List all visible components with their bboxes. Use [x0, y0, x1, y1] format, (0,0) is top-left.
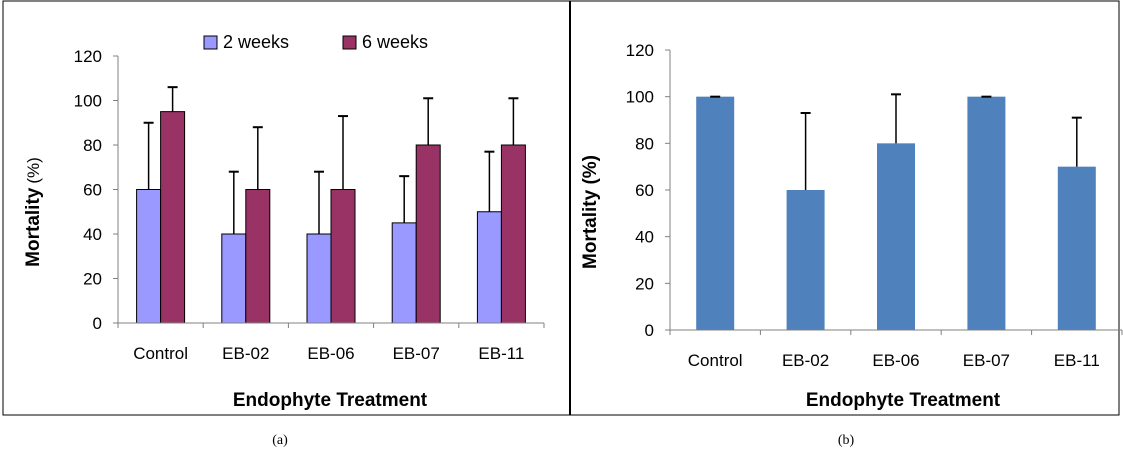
y-tick-label: 20	[635, 274, 654, 293]
bar-control	[696, 96, 735, 331]
bar-eb-11-2-weeks	[476, 211, 502, 324]
bar-eb-11	[1057, 166, 1096, 330]
x-axis-title: Endophyte Treatment	[806, 390, 1001, 411]
bar-eb-06-2-weeks	[306, 233, 332, 324]
x-tick-label-eb-02: EB-02	[782, 351, 829, 370]
x-axis-title: Endophyte Treatment	[233, 390, 428, 411]
y-tick-label: 120	[74, 47, 102, 66]
bar-control-2-weeks	[136, 189, 162, 324]
x-tick-label-eb-11: EB-11	[478, 344, 524, 363]
y-tick-label: 120	[626, 41, 654, 60]
y-tick-label: 100	[626, 88, 654, 107]
bar-eb-02-2-weeks	[221, 233, 247, 324]
x-tick-label-control: Control	[133, 344, 188, 363]
y-tick-label: 40	[83, 225, 102, 244]
x-tick-label-eb-11: EB-11	[1054, 351, 1100, 370]
y-tick-label: 100	[74, 92, 102, 111]
panel-caption-a: (a)	[272, 433, 288, 448]
bar-eb-06-6-weeks	[330, 189, 356, 324]
chart-panel-b: 0 20 40 60 80 100 120 Control EB-02 EB-06 EB-07 EB…	[580, 41, 1123, 448]
bar-eb-07	[967, 96, 1006, 331]
x-tick-label-eb-06: EB-06	[307, 344, 354, 363]
y-axis-title: Mortality (%)	[580, 155, 601, 269]
legend-label-6-weeks: 6 weeks	[362, 32, 428, 52]
x-tick-label-control: Control	[688, 351, 743, 370]
legend-swatch-6-weeks	[342, 35, 357, 50]
bar-eb-02-6-weeks	[245, 189, 271, 324]
legend-label-2-weeks: 2 weeks	[223, 32, 289, 52]
y-axis-title-unit: (%)	[24, 157, 43, 183]
figure-border	[2, 0, 1120, 416]
x-tick-label-eb-07: EB-07	[963, 351, 1010, 370]
x-tick-label-eb-07: EB-07	[393, 344, 440, 363]
x-tick-label-eb-06: EB-06	[872, 351, 919, 370]
bar-eb-07-2-weeks	[391, 222, 417, 324]
chart-panel-a: 0 20 40 60 80 100 120 Control EB-02 EB-06 EB-07 EB…	[23, 32, 545, 448]
legend-swatch-2-weeks	[203, 35, 218, 50]
y-tick-label: 0	[645, 321, 654, 340]
y-axis-title-main: Mortality	[23, 187, 44, 267]
y-tick-label: 0	[93, 314, 102, 333]
y-axis-title: Mortality (%)	[23, 157, 44, 267]
bar-eb-07-6-weeks	[415, 144, 441, 324]
panel-caption-b: (b)	[838, 433, 855, 448]
bar-eb-06	[877, 143, 915, 330]
bar-eb-11-6-weeks	[500, 144, 526, 324]
y-tick-label: 60	[635, 181, 654, 200]
y-tick-label: 80	[83, 136, 102, 155]
x-tick-label-eb-02: EB-02	[222, 344, 269, 363]
y-tick-label: 20	[83, 270, 102, 289]
y-tick-label: 40	[635, 228, 654, 247]
y-tick-label: 80	[635, 134, 654, 153]
y-tick-label: 60	[83, 181, 102, 200]
bar-eb-02	[786, 190, 825, 330]
bar-control-6-weeks	[160, 111, 186, 324]
